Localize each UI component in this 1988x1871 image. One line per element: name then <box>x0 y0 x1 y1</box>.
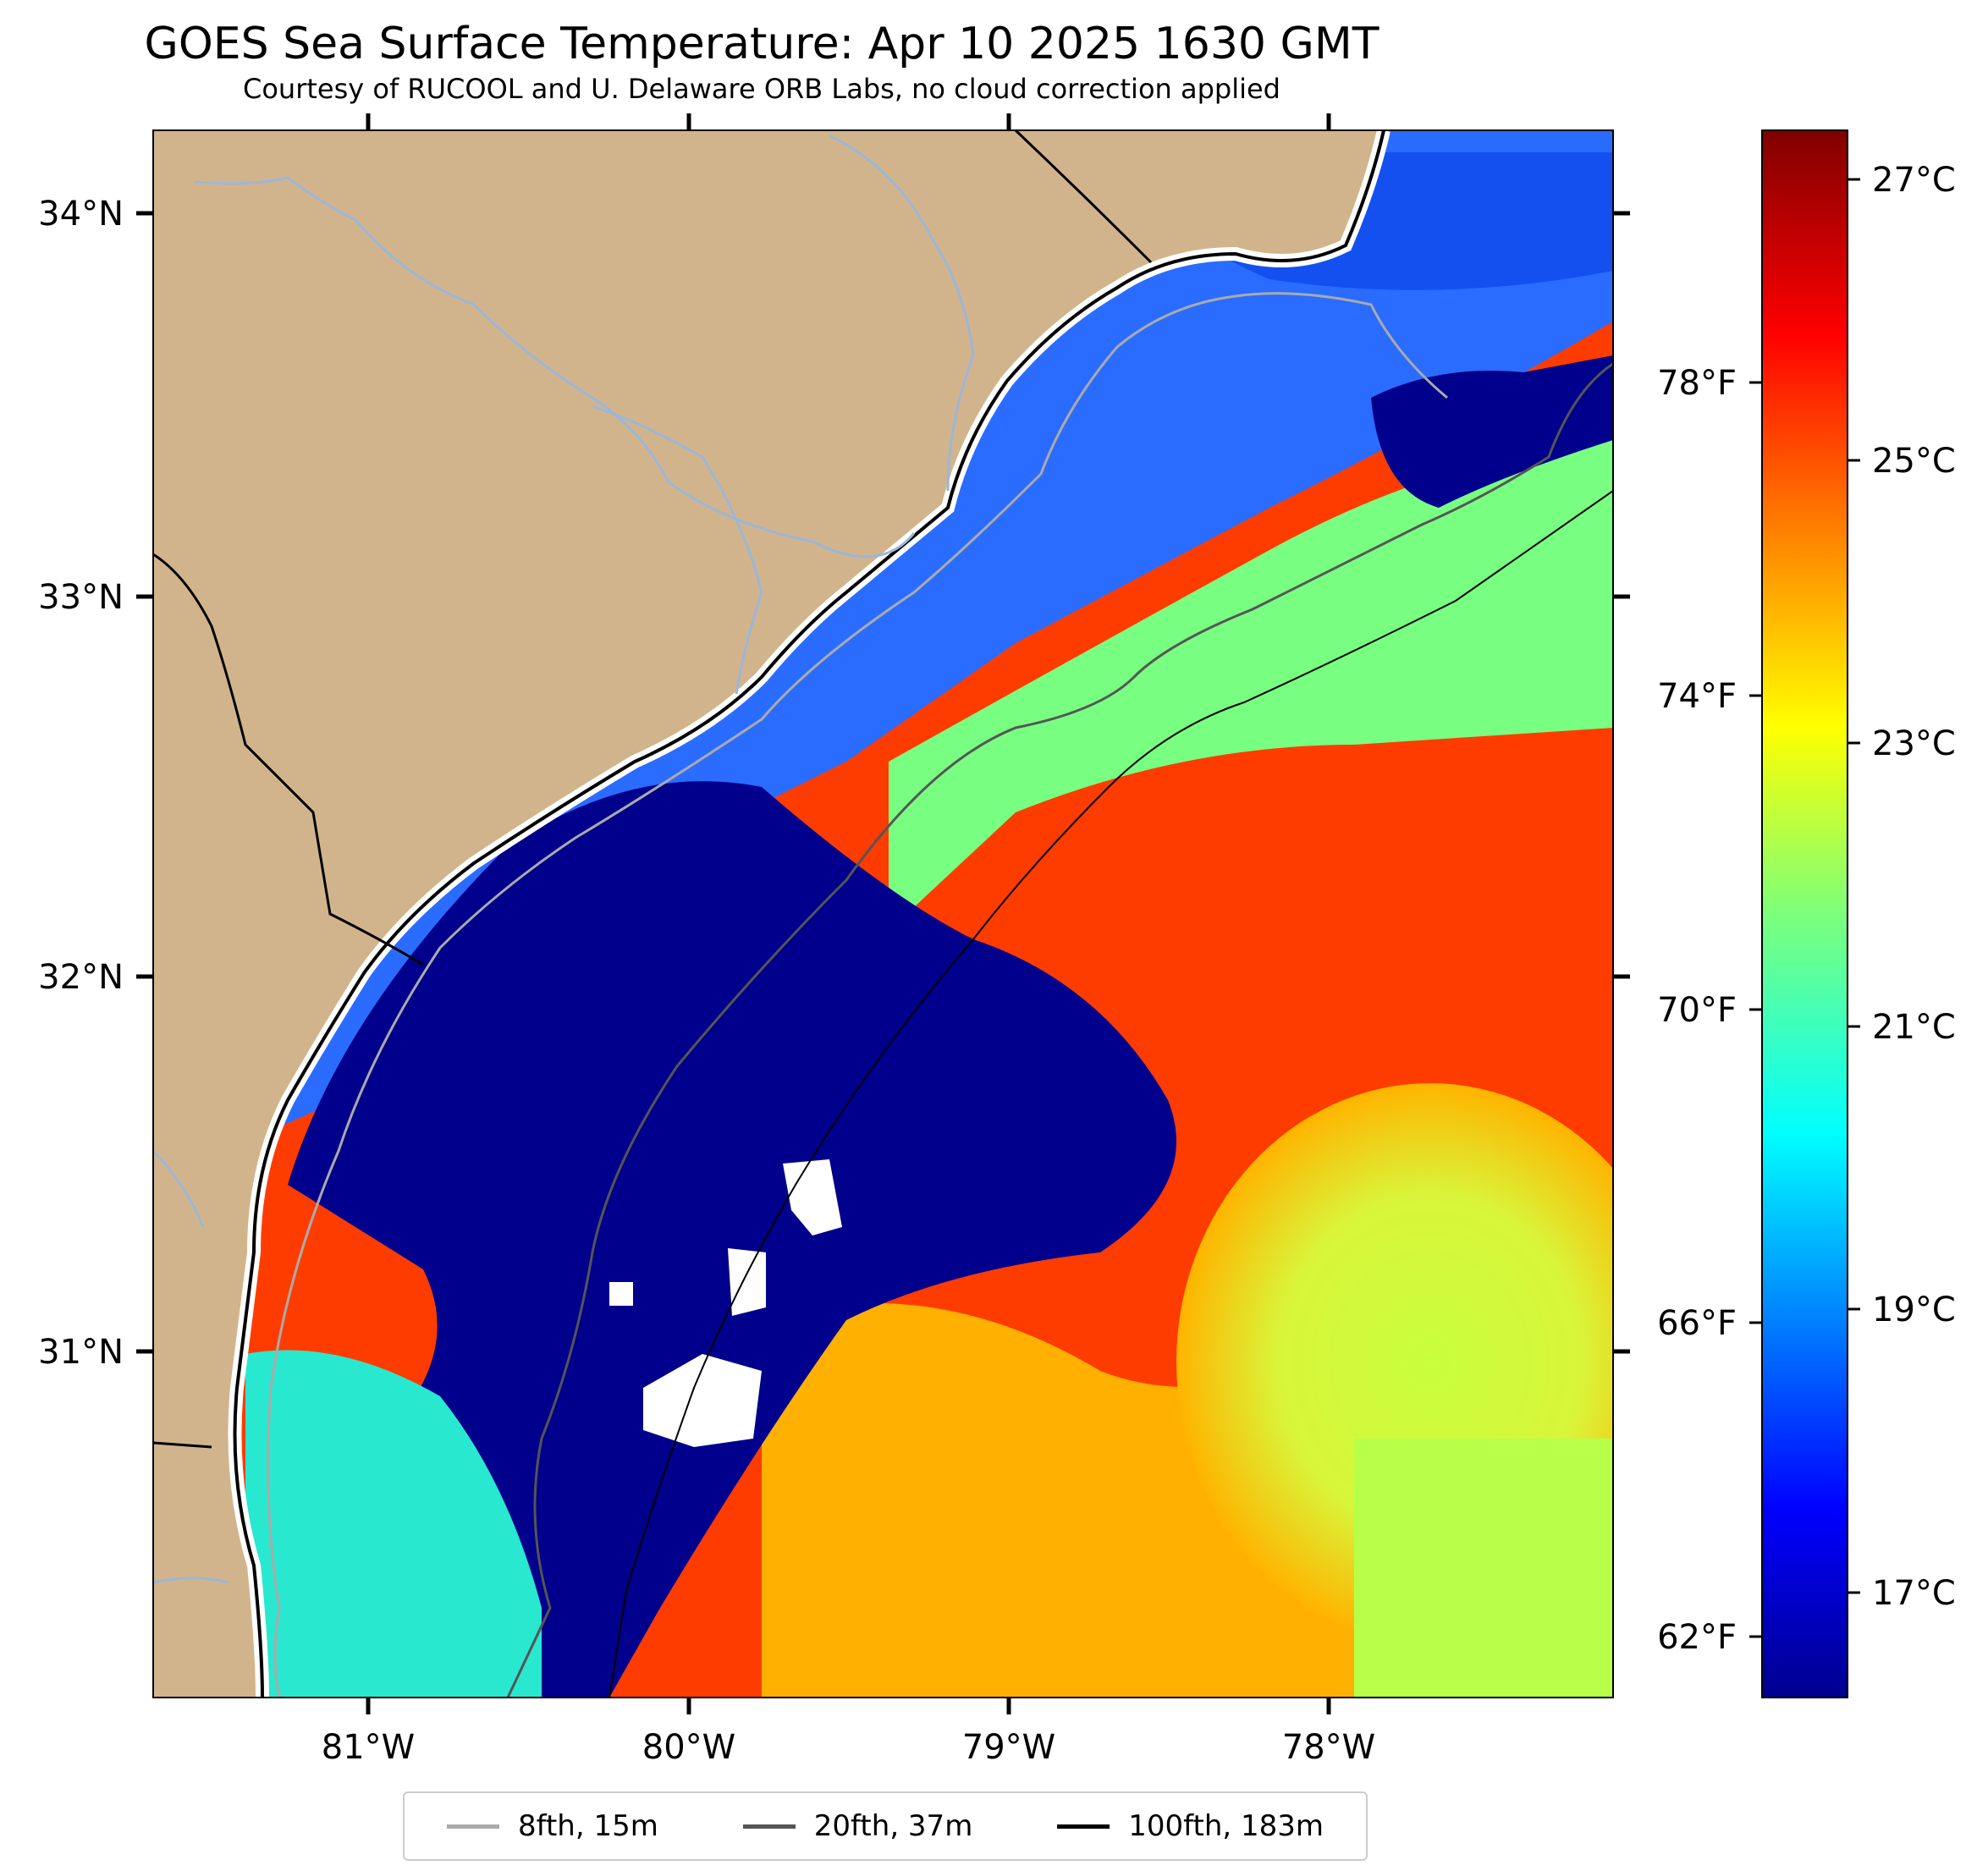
legend-item-100fth: 100fth, 183m <box>1057 1809 1324 1843</box>
legend-item-20fth: 20fth, 37m <box>742 1809 973 1843</box>
lon-tick-label: 79°W <box>962 1728 1055 1767</box>
map-title: GOES Sea Surface Temperature: Apr 10 202… <box>144 19 1379 69</box>
legend-swatch <box>446 1824 499 1829</box>
legend-swatch <box>1057 1824 1110 1829</box>
fahrenheit-tick-label: 78°F <box>1657 364 1737 403</box>
celsius-tick-label: 21°C <box>1872 1008 1956 1047</box>
lon-tick-label: 81°W <box>322 1728 415 1767</box>
celsius-tick-label: 19°C <box>1872 1290 1956 1329</box>
map-subtitle: Courtesy of RUCOOL and U. Delaware ORB L… <box>243 73 1280 105</box>
lat-tick-label: 31°N <box>38 1333 124 1372</box>
legend-label: 8fth, 15m <box>517 1809 658 1843</box>
latitude-axis: 34°N 33°N 32°N 31°N <box>38 195 1630 1372</box>
lon-tick-label: 80°W <box>642 1728 735 1767</box>
land <box>153 130 1384 1698</box>
map-frame <box>152 129 1614 1698</box>
isobath-100fth <box>609 490 1613 1698</box>
colorbar-fahrenheit-axis: 78°F 74°F 70°F 66°F 62°F <box>1657 364 1762 1657</box>
rivers <box>153 134 975 1584</box>
lat-tick-label: 33°N <box>38 578 124 617</box>
isobath-legend: 8fth, 15m 20fth, 37m 100fth, 183m <box>403 1791 1368 1861</box>
lat-tick-label: 32°N <box>38 958 124 997</box>
celsius-tick-label: 17°C <box>1872 1574 1956 1613</box>
state-borders <box>153 130 1153 1449</box>
colorbar <box>1761 129 1848 1698</box>
fahrenheit-tick-label: 66°F <box>1657 1304 1737 1343</box>
celsius-tick-label: 27°C <box>1872 161 1956 200</box>
cloud-gaps <box>609 1159 842 1447</box>
coastline <box>233 130 1385 1698</box>
legend-swatch <box>742 1824 796 1829</box>
fahrenheit-tick-label: 70°F <box>1657 991 1737 1030</box>
isobath-20fth <box>506 362 1613 1698</box>
legend-label: 100fth, 183m <box>1128 1809 1324 1843</box>
fahrenheit-tick-label: 74°F <box>1657 677 1737 716</box>
legend-item-8fth: 8fth, 15m <box>446 1809 658 1843</box>
isobath-8fth <box>267 292 1448 1698</box>
celsius-tick-label: 25°C <box>1872 442 1956 481</box>
legend-label: 20fth, 37m <box>813 1809 973 1843</box>
lat-tick-label: 34°N <box>38 195 124 234</box>
lon-tick-label: 78°W <box>1282 1728 1375 1767</box>
longitude-axis: 81°W 80°W 79°W 78°W <box>322 113 1375 1767</box>
fahrenheit-tick-label: 62°F <box>1657 1618 1737 1657</box>
colorbar-celsius-axis: 27°C 25°C 23°C 21°C 19°C 17°C <box>1848 161 1956 1613</box>
celsius-tick-label: 23°C <box>1872 724 1956 763</box>
sst-shelf-green <box>889 440 1613 931</box>
